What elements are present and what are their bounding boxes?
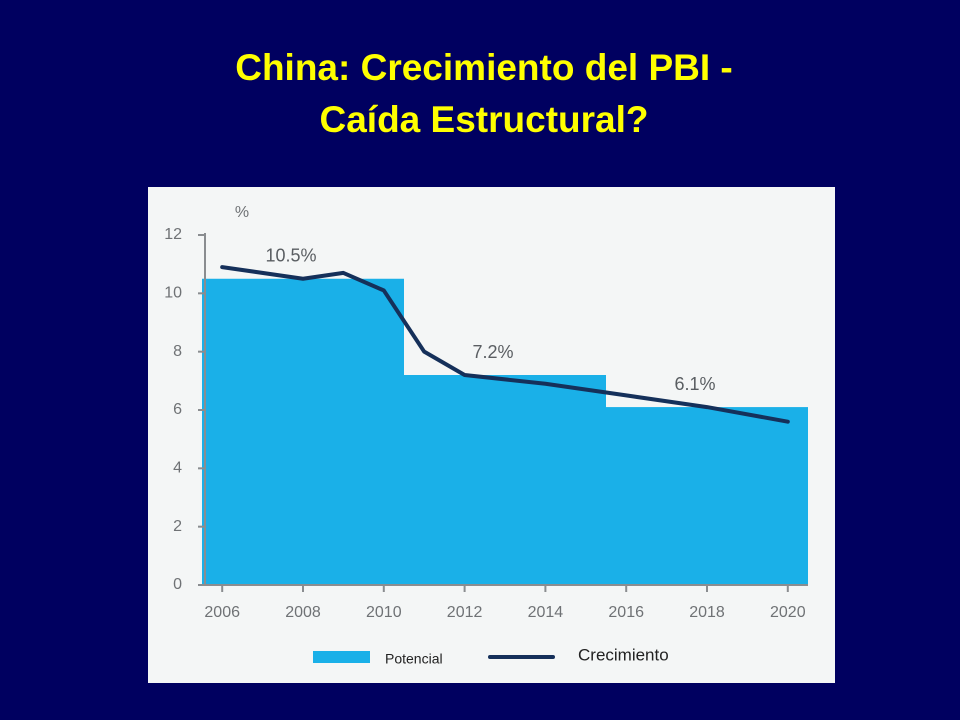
legend-swatch <box>313 651 370 663</box>
x-tick-label: 2012 <box>447 604 483 621</box>
y-tick-label: 4 <box>173 460 182 477</box>
legend-label: Crecimiento <box>578 645 669 664</box>
legend-label: Potencial <box>385 651 443 667</box>
y-tick-label: 6 <box>173 401 182 418</box>
x-tick-label: 2010 <box>366 604 402 621</box>
bar <box>404 375 606 585</box>
title-line: Caída Estructural? <box>320 99 649 140</box>
y-tick-label: 8 <box>173 343 182 360</box>
x-tick-label: 2006 <box>204 604 240 621</box>
bar <box>202 278 404 585</box>
value-label: 10.5% <box>265 246 316 266</box>
legend: Potencial Crecimiento <box>313 645 669 667</box>
line <box>220 265 790 424</box>
value-label: 6.1% <box>674 374 715 394</box>
y-axis-label: % <box>235 204 249 221</box>
y-tick-label: 0 <box>173 576 182 593</box>
y-tick-label: 12 <box>164 226 182 243</box>
x-tick-label: 2018 <box>689 604 725 621</box>
value-label: 7.2% <box>472 342 513 362</box>
title-line: China: Crecimiento del PBI - <box>235 47 733 88</box>
x-tick-label: 2020 <box>770 604 806 621</box>
x-tick-label: 2014 <box>528 604 564 621</box>
y-tick-label: 10 <box>164 285 182 302</box>
x-tick-label: 2008 <box>285 604 321 621</box>
x-tick-label: 2016 <box>608 604 644 621</box>
y-tick-label: 2 <box>173 518 182 535</box>
bar <box>606 407 808 585</box>
